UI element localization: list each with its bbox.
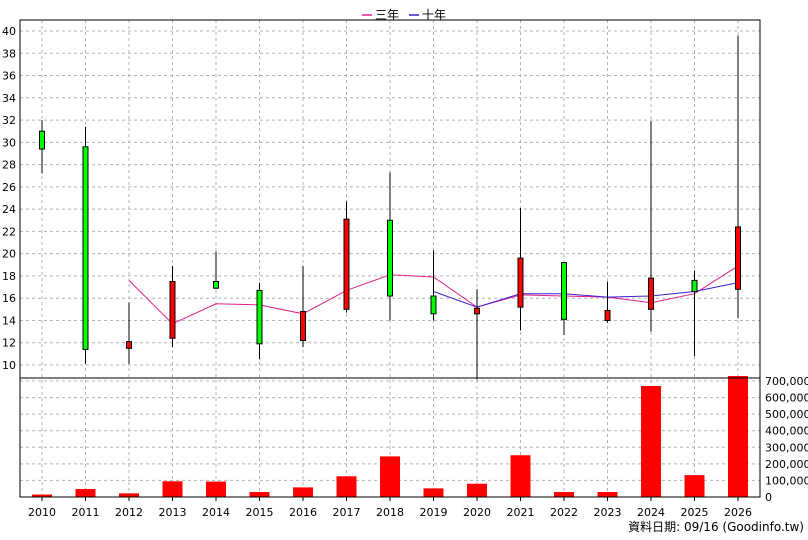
volume-bar <box>336 476 357 497</box>
x-tick-label: 2022 <box>550 506 578 519</box>
price-tick-label: 32 <box>2 114 16 127</box>
legend: 三年 十年 <box>362 8 446 22</box>
candle-body <box>474 307 480 315</box>
x-tick-label: 2023 <box>594 506 622 519</box>
candle-body <box>343 218 350 310</box>
volume-tick-label: 100,000 <box>765 474 808 487</box>
data-date-credit: 資料日期: 09/16 (Goodinfo.tw) <box>628 520 804 534</box>
price-tick-label: 30 <box>2 136 16 149</box>
price-tick-label: 40 <box>2 25 16 38</box>
volume-tick-label: 500,000 <box>765 408 808 421</box>
volume-tick-label: 300,000 <box>765 441 808 454</box>
x-tick-label: 2012 <box>115 506 143 519</box>
volume-bar <box>510 455 531 497</box>
x-tick-label: 2020 <box>463 506 491 519</box>
x-tick-label: 2019 <box>420 506 448 519</box>
candle-body <box>604 309 611 321</box>
volume-bar <box>554 492 574 497</box>
x-tick-label: 2014 <box>202 506 230 519</box>
x-tick-label: 2010 <box>28 506 56 519</box>
candle-body <box>561 262 567 320</box>
volume-bar <box>293 487 313 497</box>
candle-body <box>648 277 654 310</box>
ten-year-line <box>433 282 739 308</box>
candle-body <box>517 257 524 308</box>
price-tick-label: 18 <box>2 270 16 283</box>
volume-bar <box>119 493 139 497</box>
candle-body <box>256 289 263 345</box>
volume-bar <box>423 488 444 497</box>
volume-bar <box>641 385 661 497</box>
volume-bar <box>32 494 52 497</box>
x-axis: 2010 2011 2012 2013 2014 2015 2016 2017 2018 2019… <box>28 497 752 519</box>
volume-bar <box>162 481 183 497</box>
x-tick-label: 2017 <box>333 506 361 519</box>
volume-tick-label: 200,000 <box>765 458 808 471</box>
x-tick-label: 2021 <box>507 506 535 519</box>
legend-label-ten-year: 十年 <box>422 8 446 22</box>
x-tick-label: 2015 <box>246 506 274 519</box>
volume-bar <box>380 456 400 497</box>
candle-body <box>169 281 176 339</box>
legend-label-three-year: 三年 <box>375 8 399 22</box>
volume-bar <box>597 492 618 497</box>
price-tick-label: 22 <box>2 225 16 238</box>
volume-tick-label: 600,000 <box>765 392 808 405</box>
volume-bar <box>249 492 270 497</box>
price-tick-label: 24 <box>2 203 16 216</box>
price-tick-label: 36 <box>2 70 16 83</box>
candle-body <box>300 311 306 342</box>
price-tick-label: 10 <box>2 359 16 372</box>
x-tick-label: 2016 <box>289 506 317 519</box>
x-tick-label: 2011 <box>72 506 100 519</box>
volume-panel: 0 100,000 200,000 300,000 400,000 500,000 600,… <box>19 375 808 504</box>
candle-body <box>39 130 45 150</box>
candle-body <box>82 146 89 350</box>
price-tick-label: 34 <box>2 92 16 105</box>
volume-tick-label: 400,000 <box>765 425 808 438</box>
volume-bar <box>467 483 487 497</box>
price-tick-label: 20 <box>2 248 16 261</box>
price-tick-label: 14 <box>2 314 16 327</box>
candle-body <box>213 281 219 289</box>
candle-body <box>735 226 741 290</box>
price-tick-label: 38 <box>2 47 16 60</box>
candle-body <box>691 279 698 293</box>
volume-bar <box>728 376 748 497</box>
volume-tick-label: 700,000 <box>765 375 808 388</box>
price-tick-label: 26 <box>2 181 16 194</box>
candle-body <box>126 341 132 349</box>
candle-body <box>387 219 393 297</box>
volume-bar <box>684 475 705 497</box>
volume-bar <box>206 481 226 497</box>
price-tick-label: 28 <box>2 159 16 172</box>
price-tick-label: 12 <box>2 337 16 350</box>
x-tick-label: 2026 <box>724 506 752 519</box>
candle-body <box>430 295 437 315</box>
x-tick-label: 2013 <box>159 506 187 519</box>
x-tick-label: 2025 <box>681 506 709 519</box>
price-tick-label: 16 <box>2 292 16 305</box>
x-tick-label: 2024 <box>637 506 665 519</box>
x-tick-label: 2018 <box>376 506 404 519</box>
volume-bar <box>75 489 96 497</box>
volume-tick-label: 0 <box>765 491 772 504</box>
